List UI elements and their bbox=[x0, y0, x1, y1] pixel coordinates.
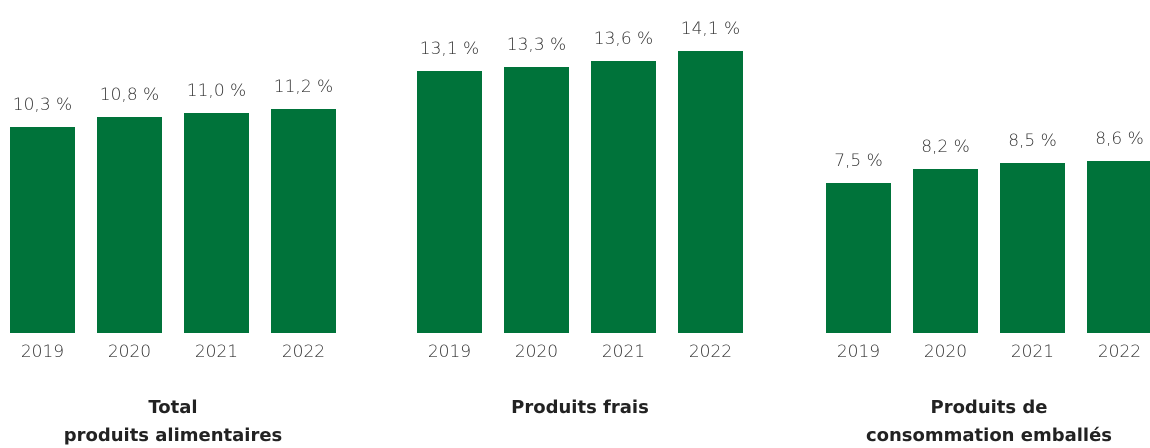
bar bbox=[678, 51, 743, 333]
x-tick-label: 2022 bbox=[689, 342, 732, 362]
chart-title: produits alimentaires bbox=[64, 425, 283, 446]
chart-title: consommation emballés bbox=[866, 425, 1112, 446]
x-tick-label: 2020 bbox=[515, 342, 558, 362]
x-tick-label: 2021 bbox=[602, 342, 645, 362]
bar bbox=[97, 117, 162, 333]
bar bbox=[826, 183, 891, 333]
x-tick-label: 2020 bbox=[924, 342, 967, 362]
chart-title: Produits de bbox=[931, 397, 1048, 418]
bar bbox=[10, 127, 75, 333]
bar bbox=[591, 61, 656, 333]
value-label: 13,3 % bbox=[507, 35, 566, 55]
x-tick-label: 2022 bbox=[1098, 342, 1141, 362]
bar bbox=[1000, 163, 1065, 333]
bar bbox=[417, 71, 482, 333]
bar bbox=[184, 113, 249, 333]
value-label: 8,2 % bbox=[921, 137, 970, 157]
x-tick-label: 2019 bbox=[837, 342, 880, 362]
x-tick-label: 2022 bbox=[282, 342, 325, 362]
chart-title: Produits frais bbox=[511, 397, 649, 418]
x-tick-label: 2019 bbox=[21, 342, 64, 362]
value-label: 10,3 % bbox=[13, 95, 72, 115]
chart-title: Total bbox=[148, 397, 197, 418]
value-label: 8,6 % bbox=[1095, 129, 1144, 149]
value-label: 11,2 % bbox=[274, 77, 333, 97]
bar bbox=[271, 109, 336, 333]
bar bbox=[913, 169, 978, 333]
bar bbox=[1087, 161, 1150, 333]
x-tick-label: 2019 bbox=[428, 342, 471, 362]
value-label: 14,1 % bbox=[681, 19, 740, 39]
value-label: 8,5 % bbox=[1008, 131, 1057, 151]
x-tick-label: 2021 bbox=[195, 342, 238, 362]
value-label: 10,8 % bbox=[100, 85, 159, 105]
value-label: 13,1 % bbox=[420, 39, 479, 59]
value-label: 11,0 % bbox=[187, 81, 246, 101]
value-label: 13,6 % bbox=[594, 29, 653, 49]
x-tick-label: 2020 bbox=[108, 342, 151, 362]
value-label: 7,5 % bbox=[834, 151, 883, 171]
bar bbox=[504, 67, 569, 333]
x-tick-label: 2021 bbox=[1011, 342, 1054, 362]
